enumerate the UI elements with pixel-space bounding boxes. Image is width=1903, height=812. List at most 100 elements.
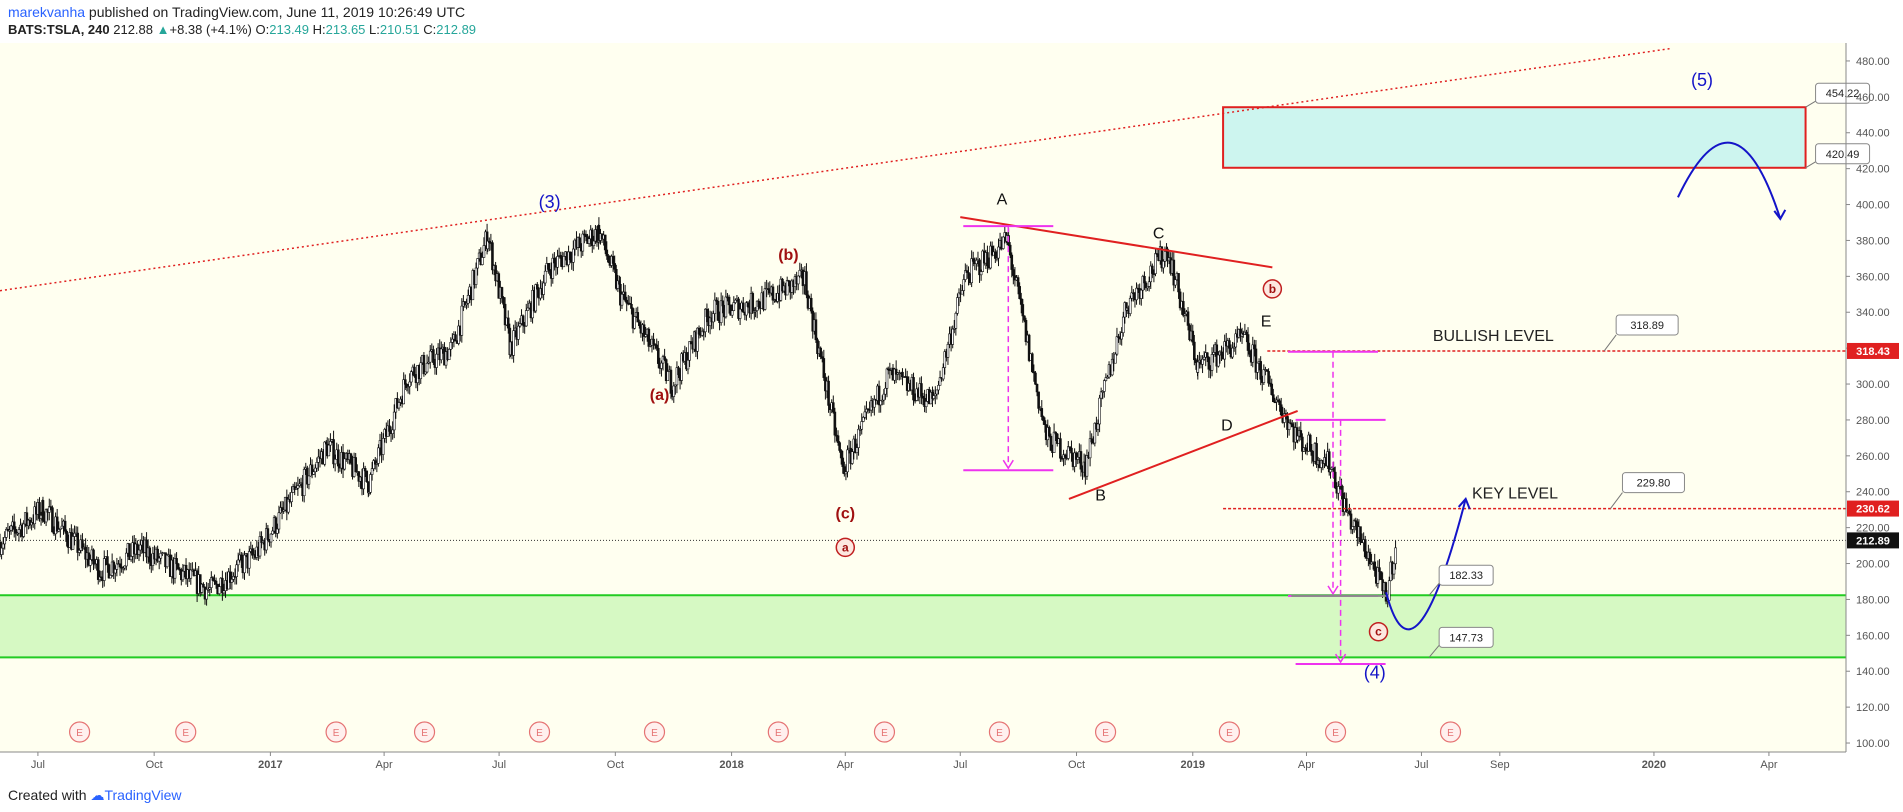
candle-body	[432, 349, 435, 363]
candle-body	[1320, 460, 1323, 468]
candle-body	[1076, 456, 1080, 460]
candle-body	[1290, 423, 1294, 428]
candle-body	[373, 460, 377, 465]
triangle-lower-line	[1068, 410, 1298, 500]
close-key: C:	[423, 22, 437, 37]
candle-body	[863, 411, 867, 418]
candle-body	[1308, 434, 1312, 451]
candle-body	[934, 393, 937, 396]
candle-body	[1245, 331, 1248, 335]
candle-body	[1205, 352, 1209, 358]
candle-body	[1037, 391, 1040, 409]
candle-body	[113, 569, 117, 574]
x-tick-label: 2018	[719, 759, 743, 771]
wave-label: C	[1153, 226, 1165, 243]
candle-body	[1048, 427, 1051, 437]
candle-body	[175, 558, 178, 565]
candle-body	[1254, 348, 1258, 373]
candle-body	[669, 369, 673, 394]
candle-body	[128, 543, 131, 561]
candle-body	[1052, 431, 1056, 453]
candle-body	[741, 302, 745, 313]
candle-body	[1063, 454, 1067, 458]
candle-body	[946, 344, 950, 358]
candle-body	[1070, 447, 1073, 454]
earnings-marker-icon	[1439, 721, 1462, 743]
candle-body	[1010, 254, 1014, 270]
x-tick-label: Apr	[1760, 759, 1777, 771]
candle-body	[688, 341, 691, 361]
candle-body	[888, 369, 892, 371]
candle-body	[1018, 286, 1021, 299]
wave-label: A	[997, 192, 1008, 209]
candle-body	[562, 256, 566, 268]
support-top-callout-box	[1438, 564, 1494, 586]
candle-body	[460, 305, 464, 336]
candle-body	[315, 462, 319, 469]
candle-body	[435, 353, 438, 368]
candle-body	[59, 527, 62, 530]
x-tick-label: Jul	[953, 759, 967, 771]
candle-body	[327, 444, 331, 457]
candle-body	[1040, 408, 1044, 417]
candle-body	[1256, 362, 1259, 373]
candle-body	[990, 245, 994, 256]
candle-body	[1, 543, 5, 549]
candle-body	[481, 257, 484, 265]
candle-body	[1012, 269, 1015, 276]
candle-body	[1154, 253, 1157, 274]
candle-body	[1202, 356, 1206, 360]
support-bottom-callout-value: 147.73	[1449, 632, 1483, 644]
author-link[interactable]: marekvanha	[8, 4, 86, 20]
candle-body	[1333, 471, 1337, 489]
target-top-callout-value: 454.22	[1826, 88, 1860, 100]
tradingview-link[interactable]: TradingView	[104, 787, 182, 803]
candle-body	[258, 536, 262, 557]
candle-body	[521, 315, 525, 326]
candle-body	[1287, 422, 1291, 430]
candle-body	[559, 255, 562, 259]
bullish-level-callout-pointer	[1603, 334, 1617, 352]
candle-body	[855, 447, 859, 453]
candle-body	[578, 237, 581, 249]
candle-body	[954, 312, 958, 329]
candle-body	[1368, 551, 1372, 565]
candle-body	[865, 408, 868, 413]
earnings-marker-icon	[767, 721, 789, 743]
candle-body	[971, 258, 975, 262]
candle-body	[1155, 253, 1159, 255]
tradingview-logo-icon: ☁	[90, 787, 105, 803]
candle-body	[332, 439, 335, 465]
candle-body	[198, 574, 202, 593]
wave-label: (5)	[1691, 70, 1713, 90]
candle-body	[60, 525, 64, 529]
candle-body	[9, 525, 13, 531]
candle-body	[1379, 571, 1383, 580]
candle-body	[1212, 352, 1215, 355]
candle-body	[754, 310, 757, 312]
candle-body	[375, 463, 379, 465]
candle-body	[1351, 526, 1354, 530]
candle-body	[1392, 563, 1396, 575]
candle-body	[860, 421, 864, 430]
candle-body	[0, 547, 3, 555]
price-axis[interactable]: 480.00 460.00 440.00 420.00 400.00 380.00 360.…	[1845, 43, 1903, 752]
candle-body	[409, 371, 413, 383]
candle-body	[1239, 329, 1242, 337]
y-tick-label: 120.00	[1856, 702, 1890, 714]
candle-body	[1210, 354, 1214, 371]
x-tick-label: Apr	[837, 759, 854, 771]
candle-body	[277, 512, 281, 530]
candle-body	[1283, 413, 1286, 423]
candle-body	[25, 512, 29, 527]
candle-body	[372, 460, 375, 469]
high-key: H:	[312, 22, 326, 37]
candle-body	[181, 570, 185, 581]
time-axis[interactable]: Jul Oct 2017 Apr Jul Oct 2018 Apr Jul Oct 2019 Apr J…	[0, 751, 1846, 771]
candle-body	[465, 303, 468, 306]
earnings-marker-icon	[873, 721, 896, 743]
candle-body	[1120, 332, 1123, 340]
candle-body	[730, 310, 734, 316]
candle-body	[1103, 380, 1106, 392]
